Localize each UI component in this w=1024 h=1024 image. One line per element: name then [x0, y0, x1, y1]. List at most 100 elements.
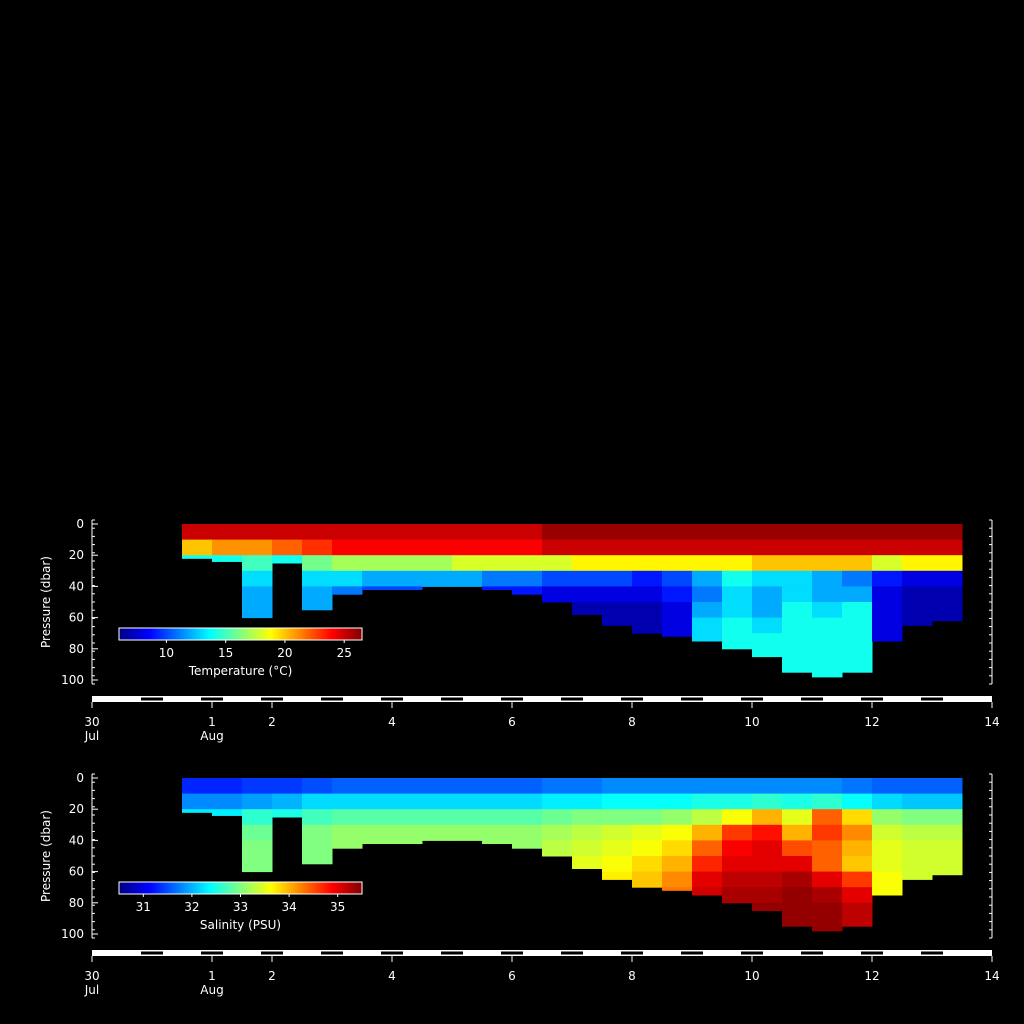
colorbar-swatch: [258, 628, 262, 640]
section-cell: [632, 602, 663, 619]
colorbar-swatch: [137, 882, 140, 894]
colorbar-swatch: [254, 628, 258, 640]
colorbar-swatch: [258, 882, 262, 894]
section-cell: [212, 555, 243, 562]
x-tick-label: 4: [388, 969, 396, 983]
colorbar-swatch: [157, 882, 161, 894]
colorbar-swatch: [149, 628, 152, 640]
colorbar-swatch: [276, 882, 280, 894]
section-cell: [512, 586, 543, 595]
section-cell: [602, 570, 633, 587]
section-cell: [722, 617, 753, 634]
section-cell: [362, 840, 393, 845]
time-bar-dash: [861, 951, 883, 955]
section-cell: [512, 539, 543, 556]
section-cell: [512, 840, 543, 849]
section-cell: [782, 555, 813, 572]
colorbar-swatch: [167, 882, 171, 894]
section-cell: [842, 602, 873, 619]
section-cell: [332, 793, 363, 810]
section-cell: [812, 824, 843, 841]
colorbar-swatch: [137, 628, 140, 640]
section-cell: [902, 602, 933, 619]
section-cell: [512, 809, 543, 826]
section-cell: [812, 555, 843, 572]
section-cell: [542, 793, 573, 810]
section-cell: [722, 524, 753, 541]
colorbar-swatch: [177, 628, 181, 640]
section-cell: [902, 524, 933, 541]
section-cell: [362, 793, 393, 810]
colorbar-swatch: [317, 882, 321, 894]
colorbar-swatch: [204, 628, 207, 640]
time-bar-dash: [681, 951, 703, 955]
colorbar-swatch: [341, 628, 345, 640]
section-cell: [842, 809, 873, 826]
colorbar-swatch: [315, 882, 319, 894]
section-cell: [842, 586, 873, 603]
colorbar-swatch: [270, 628, 274, 640]
section-cell: [932, 793, 963, 810]
section-cell: [632, 586, 663, 603]
colorbar-swatch: [274, 882, 278, 894]
colorbar-swatch: [187, 882, 191, 894]
time-bar-dash: [741, 951, 763, 955]
colorbar-swatch: [305, 628, 308, 640]
time-bar-dash: [861, 697, 883, 701]
colorbar-swatch: [149, 882, 152, 894]
section-cell: [632, 871, 663, 888]
colorbar-swatch: [303, 882, 306, 894]
colorbar-swatch: [155, 882, 159, 894]
section-cell: [542, 555, 573, 572]
section-cell: [872, 887, 903, 896]
y-tick-label: 80: [69, 896, 84, 910]
section-cell: [632, 617, 663, 634]
section-cell: [392, 793, 423, 810]
section-cell: [902, 793, 933, 810]
section-cell: [842, 856, 873, 873]
colorbar-swatch: [355, 882, 359, 894]
colorbar-swatch: [224, 628, 227, 640]
section-cell: [932, 617, 963, 622]
section-cell: [752, 824, 783, 841]
colorbar-tick-label: 31: [136, 900, 151, 914]
section-cell: [692, 871, 723, 888]
colorbar-swatch: [266, 628, 270, 640]
section-cell: [842, 617, 873, 634]
time-bar-dash: [621, 951, 643, 955]
time-bar: [92, 950, 992, 956]
colorbar-swatch: [210, 628, 213, 640]
colorbar-tick-label: 32: [184, 900, 199, 914]
section-cell: [242, 840, 273, 857]
colorbar-swatch: [187, 628, 191, 640]
section-cell: [812, 586, 843, 603]
section-cell: [632, 539, 663, 556]
section-cell: [902, 586, 933, 603]
section-cell: [722, 570, 753, 587]
x-tick-label: 6: [508, 969, 516, 983]
section-cell: [692, 539, 723, 556]
section-cell: [662, 824, 693, 841]
section-cell: [842, 824, 873, 841]
colorbar-swatch: [202, 882, 205, 894]
colorbar-swatch: [181, 628, 185, 640]
x-tick-label: 30 Jul: [84, 715, 100, 743]
section-cell: [302, 793, 333, 810]
colorbar-swatch: [349, 628, 353, 640]
section-cell: [332, 555, 363, 572]
section-cell: [752, 887, 783, 904]
colorbar-swatch: [266, 882, 270, 894]
section-cell: [812, 840, 843, 857]
colorbar-tick-label: 20: [277, 646, 292, 660]
section-cell: [722, 555, 753, 572]
colorbar-swatch: [242, 628, 246, 640]
colorbar-swatch: [175, 882, 179, 894]
time-bar-dash: [501, 697, 523, 701]
section-cell: [692, 778, 723, 795]
colorbar-swatch: [236, 882, 240, 894]
colorbar-swatch: [228, 628, 231, 640]
colorbar-swatch: [216, 882, 219, 894]
colorbar-swatch: [359, 628, 363, 640]
colorbar-swatch: [139, 628, 142, 640]
colorbar-swatch: [121, 628, 124, 640]
